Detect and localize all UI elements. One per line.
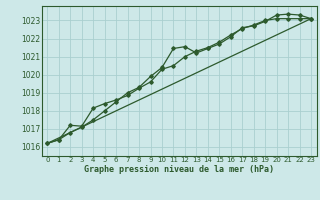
X-axis label: Graphe pression niveau de la mer (hPa): Graphe pression niveau de la mer (hPa) [84, 165, 274, 174]
